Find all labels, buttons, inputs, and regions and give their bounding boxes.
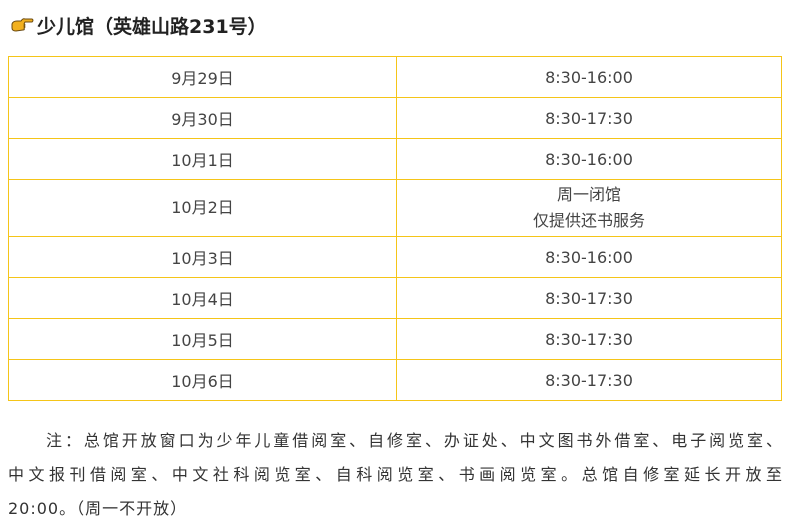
footnote-line: 20:00。（周一不开放） (8, 499, 188, 518)
date-cell: 10月4日 (8, 277, 397, 319)
heading-text: 少儿馆（英雄山路231号） (37, 15, 267, 38)
closed-note: 周一闭馆 (556, 185, 621, 204)
hours-cell: 8:30-17:30 (396, 97, 782, 139)
hours-cell: 8:30-16:00 (396, 236, 782, 278)
date-cell: 10月5日 (8, 318, 397, 360)
footnote-line: 中文报刊借阅室、中文社科阅览室、自科阅览室、书画阅览室。总馆自修室延长开放至 (8, 465, 782, 484)
table-row: 9月29日 8:30-16:00 (8, 56, 782, 98)
table-row: 10月1日 8:30-16:00 (8, 138, 782, 180)
hours-cell: 8:30-16:00 (396, 138, 782, 180)
hours-cell: 8:30-17:30 (396, 277, 782, 319)
date-cell: 10月2日 (8, 179, 397, 237)
date-cell: 9月30日 (8, 97, 397, 139)
date-cell: 10月1日 (8, 138, 397, 180)
hours-cell: 8:30-16:00 (396, 56, 782, 98)
table-row: 10月4日 8:30-17:30 (8, 277, 782, 319)
table-row: 10月6日 8:30-17:30 (8, 359, 782, 401)
hours-cell: 周一闭馆仅提供还书服务 (396, 179, 782, 237)
table-row: 10月2日 周一闭馆 仅提供还书服务 (8, 179, 782, 237)
date-cell: 10月3日 (8, 236, 397, 278)
table-row: 9月30日 8:30-17:30 (8, 97, 782, 139)
footnote: 注：总馆开放窗口为少年儿童借阅室、自修室、办证处、中文图书外借室、电子阅览室、 … (8, 424, 782, 526)
table-row: 10月3日 8:30-16:00 (8, 236, 782, 278)
pointing-hand-icon (11, 18, 34, 32)
opening-hours-table: 9月29日 8:30-16:00 9月30日 8:30-17:30 10月1日 8:3… (8, 56, 782, 401)
hours-cell: 8:30-17:30 (396, 359, 782, 401)
date-cell: 10月6日 (8, 359, 397, 401)
table-row: 10月5日 8:30-17:30 (8, 318, 782, 360)
service-note: 仅提供还书服务 (532, 211, 645, 230)
date-cell: 9月29日 (8, 56, 397, 98)
section-heading: 少儿馆（英雄山路231号） (10, 10, 267, 40)
footnote-line: 注：总馆开放窗口为少年儿童借阅室、自修室、办证处、中文图书外借室、电子阅览室、 (46, 431, 782, 450)
hours-cell: 8:30-17:30 (396, 318, 782, 360)
